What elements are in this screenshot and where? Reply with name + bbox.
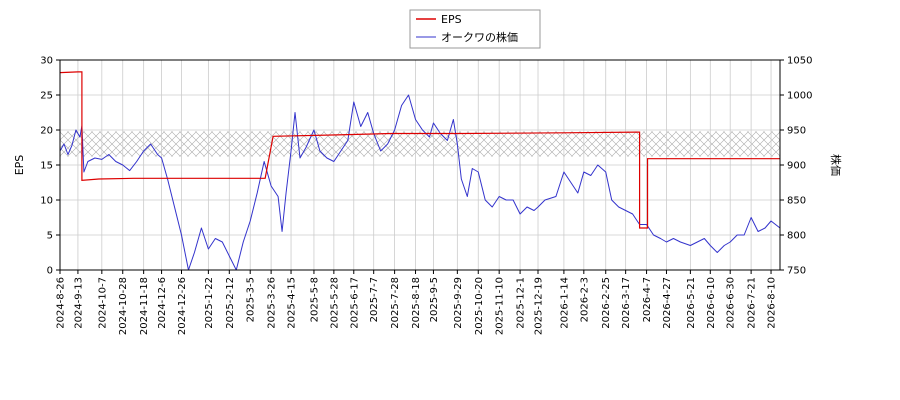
- y-axis-left-label: EPS: [13, 155, 26, 176]
- x-tick-label: 2026-7-21: [747, 277, 758, 329]
- y-left-tick-label: 5: [47, 231, 53, 242]
- series-line-price: [60, 94, 780, 270]
- x-tick-label: 2025-5-8: [309, 277, 320, 322]
- y-left-tick-label: 25: [40, 91, 53, 102]
- x-tick-label: 2026-3-17: [621, 277, 632, 329]
- x-tick-label: 2025-7-28: [390, 277, 401, 329]
- x-tick-label: 2026-2-3: [579, 277, 590, 322]
- x-tick-label: 2026-1-14: [559, 277, 570, 329]
- x-tick-label: 2026-6-10: [706, 277, 717, 329]
- y-right-tick-label: 800: [787, 231, 806, 242]
- y-left-tick-label: 10: [40, 196, 53, 207]
- shaded-band: [60, 131, 780, 157]
- x-tick-label: 2025-3-5: [246, 277, 257, 322]
- x-tick-label: 2025-2-12: [225, 277, 236, 329]
- legend-label-eps: EPS: [441, 13, 462, 26]
- x-tick-label: 2024-10-7: [97, 277, 108, 329]
- x-tick-label: 2026-5-21: [686, 277, 697, 329]
- x-tick-label: 2024-8-26: [56, 277, 67, 329]
- x-tick-label: 2025-11-10: [495, 277, 506, 335]
- y-right-tick-label: 850: [787, 196, 806, 207]
- x-tick-label: 2025-10-20: [474, 277, 485, 335]
- x-tick-label: 2024-9-13: [73, 277, 84, 329]
- legend: EPS オークワの株価: [409, 9, 541, 49]
- x-tick-label: 2026-4-7: [642, 277, 653, 322]
- x-tick-label: 2024-10-28: [118, 277, 129, 335]
- y-right-tick-label: 1050: [787, 56, 812, 67]
- y-left-tick-label: 15: [40, 161, 53, 172]
- y-right-tick-label: 750: [787, 266, 806, 277]
- x-tick-label: 2024-11-18: [139, 277, 150, 335]
- x-tick-label: 2025-7-7: [369, 277, 380, 322]
- x-tick-label: 2025-8-18: [411, 277, 422, 329]
- x-tick-label: 2025-9-29: [453, 277, 464, 329]
- legend-label-price: オークワの株価: [441, 30, 518, 44]
- x-tick-label: 2024-12-6: [157, 277, 168, 329]
- y-right-tick-label: 1000: [787, 91, 812, 102]
- y-left-tick-label: 20: [40, 126, 53, 137]
- x-tick-label: 2026-4-27: [662, 277, 673, 329]
- x-tick-label: 2025-12-1: [516, 277, 527, 329]
- y-left-tick-label: 30: [40, 56, 53, 67]
- x-tick-label: 2025-12-19: [534, 277, 545, 335]
- x-tick-label: 2025-6-17: [349, 277, 360, 329]
- x-tick-label: 2024-12-26: [177, 277, 188, 335]
- y-right-tick-label: 900: [787, 161, 806, 172]
- x-tick-label: 2025-5-28: [329, 277, 340, 329]
- y-axis-right-label: 株価: [829, 154, 843, 176]
- x-tick-label: 2026-6-30: [726, 277, 737, 329]
- x-tick-label: 2026-8-10: [767, 277, 778, 329]
- y-right-tick-label: 950: [787, 126, 806, 137]
- x-tick-label: 2025-3-26: [267, 277, 278, 329]
- x-tick-label: 2026-2-25: [601, 277, 612, 329]
- x-tick-label: 2025-4-15: [287, 277, 298, 329]
- x-tick-label: 2025-9-5: [429, 277, 440, 322]
- y-left-tick-label: 0: [47, 266, 53, 277]
- series-line-eps: [60, 71, 780, 229]
- x-tick-label: 2025-1-22: [204, 277, 215, 329]
